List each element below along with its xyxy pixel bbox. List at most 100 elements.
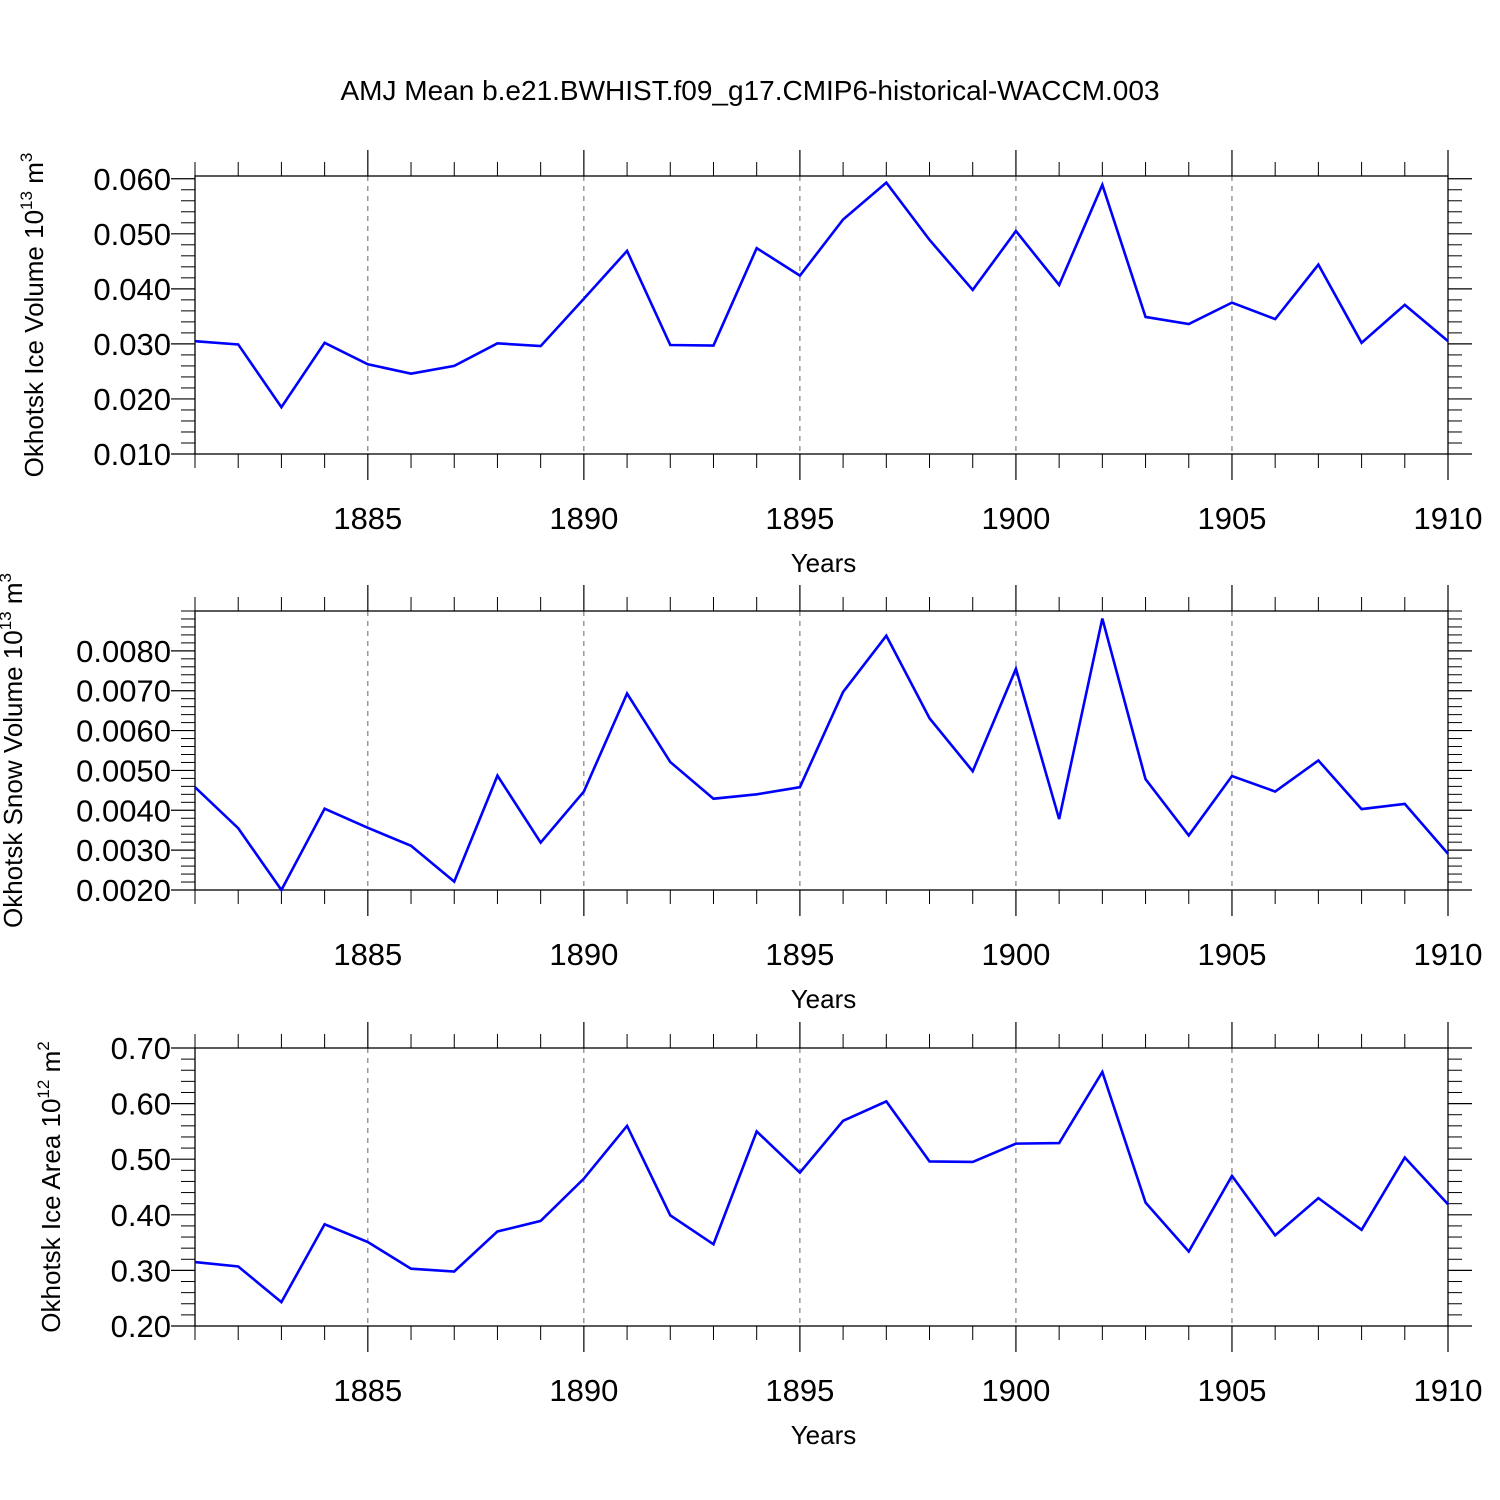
series-line: [194, 1068, 1449, 1305]
x-tick-label: 1900: [981, 1373, 1050, 1408]
data-point: [1058, 284, 1061, 287]
data-point: [712, 1243, 715, 1246]
data-point: [928, 1160, 931, 1163]
ice-volume-panel: 1885 1890 1895 1900 1905 1910 0.010 0.020 0.030 0…: [17, 150, 1482, 578]
y-tick-label: 0.60: [111, 1087, 171, 1122]
data-point: [410, 844, 413, 847]
data-point: [669, 344, 672, 347]
data-point: [539, 1220, 542, 1223]
series-line: [194, 618, 1449, 893]
data-point: [367, 827, 370, 830]
data-point: [194, 786, 197, 789]
data-point: [1360, 1229, 1363, 1232]
data-point: [1101, 617, 1104, 620]
data-point: [1447, 852, 1450, 855]
data-point: [755, 793, 758, 796]
data-point: [799, 786, 802, 789]
data-point: [755, 1130, 758, 1133]
y-tick-label: 0.010: [93, 437, 171, 472]
y-tick-label: 0.50: [111, 1142, 171, 1177]
data-point: [583, 297, 586, 300]
ice-area-panel: 1885 1890 1895 1900 1905 1910 0.20 0.30 0.40 0.50…: [34, 1022, 1482, 1450]
data-point: [367, 1241, 370, 1244]
data-point: [1274, 790, 1277, 793]
x-tick-label: 1885: [333, 1373, 402, 1408]
y-tick-label: 0.0020: [76, 873, 171, 908]
data-point: [842, 1120, 845, 1123]
x-tick-label: 1890: [549, 501, 618, 536]
y-tick-label: 0.70: [111, 1031, 171, 1066]
data-point: [712, 344, 715, 347]
y-axis-label: Okhotsk Ice Area 1012 m2: [34, 1041, 66, 1332]
y-tick-label: 0.020: [93, 382, 171, 417]
data-point: [1403, 803, 1406, 806]
x-tick-label: 1900: [981, 937, 1050, 972]
data-point: [1144, 1201, 1147, 1204]
data-point: [280, 1301, 283, 1304]
y-tick-label: 0.0040: [76, 793, 171, 828]
data-point: [1317, 759, 1320, 762]
x-tick-label: 1895: [765, 1373, 834, 1408]
data-point: [885, 634, 888, 637]
data-point: [885, 181, 888, 184]
x-tick-label: 1895: [765, 501, 834, 536]
data-point: [1015, 1142, 1018, 1145]
x-tick-label: 1905: [1197, 1373, 1266, 1408]
data-point: [626, 250, 629, 253]
data-point: [410, 1267, 413, 1270]
data-point: [1447, 340, 1450, 343]
data-point: [1101, 1071, 1104, 1074]
data-point: [323, 1223, 326, 1226]
y-tick-label: 0.060: [93, 162, 171, 197]
plot-frame: [194, 1047, 1449, 1327]
x-tick-label: 1910: [1414, 1373, 1483, 1408]
x-tick-label: 1895: [765, 937, 834, 972]
data-point: [496, 1230, 499, 1233]
data-point: [237, 827, 240, 830]
data-point: [1187, 834, 1190, 837]
data-point: [1058, 818, 1061, 821]
data-point: [1360, 342, 1363, 345]
data-point: [496, 774, 499, 777]
plot-frame: [194, 610, 1449, 891]
data-point: [583, 790, 586, 793]
x-tick-label: 1900: [981, 501, 1050, 536]
data-point: [1187, 1250, 1190, 1253]
y-tick-label: 0.30: [111, 1253, 171, 1288]
data-point: [1231, 301, 1234, 304]
data-point: [842, 691, 845, 694]
y-tick-label: 0.40: [111, 1198, 171, 1233]
data-point: [971, 289, 974, 292]
data-point: [885, 1100, 888, 1103]
data-point: [799, 1171, 802, 1174]
x-tick-label: 1905: [1197, 937, 1266, 972]
data-point: [367, 363, 370, 366]
data-point: [453, 1270, 456, 1273]
x-tick-label: 1885: [333, 501, 402, 536]
data-point: [410, 372, 413, 375]
y-axis-label: Okhotsk Ice Volume 1013 m3: [17, 153, 49, 478]
data-point: [1231, 1175, 1234, 1178]
data-point: [1015, 230, 1018, 233]
x-tick-label: 1890: [549, 937, 618, 972]
data-point: [669, 1214, 672, 1217]
data-point: [1403, 1156, 1406, 1159]
y-axis-label: Okhotsk Snow Volume 1013 m3: [0, 573, 28, 928]
chart-title: AMJ Mean b.e21.BWHIST.f09_g17.CMIP6-hist…: [340, 75, 1159, 106]
data-point: [237, 343, 240, 346]
data-point: [1274, 318, 1277, 321]
data-point: [1058, 1142, 1061, 1145]
y-tick-label: 0.0060: [76, 714, 171, 749]
data-point: [1144, 778, 1147, 781]
data-point: [1187, 323, 1190, 326]
data-point: [971, 770, 974, 773]
x-tick-label: 1910: [1414, 937, 1483, 972]
data-point: [280, 889, 283, 892]
data-point: [453, 365, 456, 368]
series-line: [194, 180, 1449, 410]
data-point: [626, 1125, 629, 1128]
x-axis-label: Years: [791, 1420, 857, 1450]
data-point: [237, 1265, 240, 1268]
data-point: [1274, 1234, 1277, 1237]
